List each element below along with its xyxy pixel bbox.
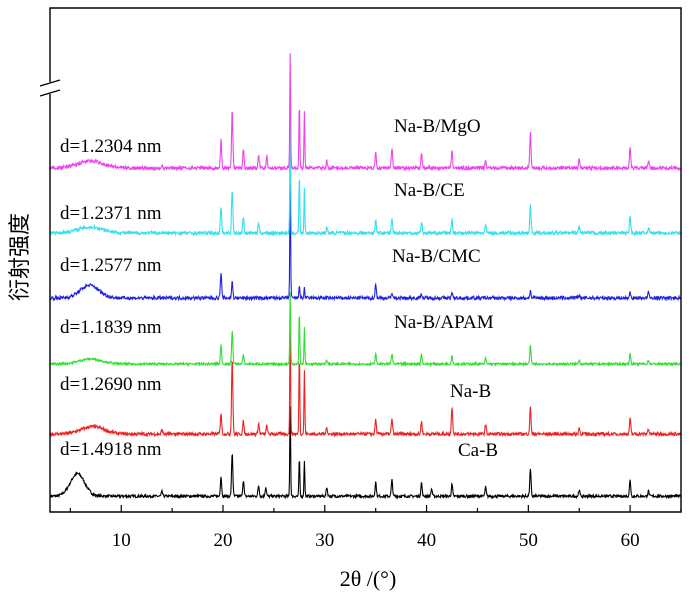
d-spacing-label-2: d=1.1839 nm [60, 317, 162, 338]
x-tick-label: 10 [112, 530, 131, 551]
x-tick-label: 30 [315, 530, 334, 551]
x-tick-label: 40 [417, 530, 436, 551]
series-labels: Ca-B Na-B Na-B/APAM Na-B/CMC Na-B/CE Na-B/MgO [392, 116, 498, 461]
series-line-2 [49, 292, 682, 368]
series-label-2: Na-B/APAM [394, 312, 494, 333]
axes-frame [49, 7, 682, 513]
series-line-3 [49, 182, 682, 302]
plot-lines [49, 53, 682, 500]
axis-break-mark-0 [39, 79, 61, 87]
series-line-0 [49, 406, 682, 500]
d-spacing-labels: d=1.4918 nm d=1.2690 nm d=1.1839 nm d=1.257… [60, 136, 162, 460]
d-spacing-label-1: d=1.2690 nm [60, 374, 162, 395]
series-label-4: Na-B/CE [394, 180, 465, 201]
series-line-4 [49, 117, 682, 237]
series-label-3: Na-B/CMC [392, 246, 481, 267]
x-tick-label: 50 [519, 530, 538, 551]
d-spacing-label-4: d=1.2371 nm [60, 203, 162, 224]
series-line-5 [49, 53, 682, 172]
d-spacing-label-0: d=1.4918 nm [60, 439, 162, 460]
series-line-1 [49, 327, 682, 438]
series-label-5: Na-B/MgO [394, 116, 481, 137]
x-tick-label: 60 [621, 530, 640, 551]
x-tick-labels: 10 20 30 40 50 60 [112, 530, 640, 551]
axes [39, 7, 682, 513]
y-axis-label: 衍射强度 [7, 213, 32, 301]
x-axis-label: 2θ /(°) [340, 566, 397, 591]
d-spacing-label-5: d=1.2304 nm [60, 136, 162, 157]
x-tick-label: 20 [214, 530, 233, 551]
axis-break-mark-1 [39, 89, 61, 97]
d-spacing-label-3: d=1.2577 nm [60, 255, 162, 276]
series-label-1: Na-B [450, 381, 491, 402]
series-label-0: Ca-B [458, 440, 498, 461]
